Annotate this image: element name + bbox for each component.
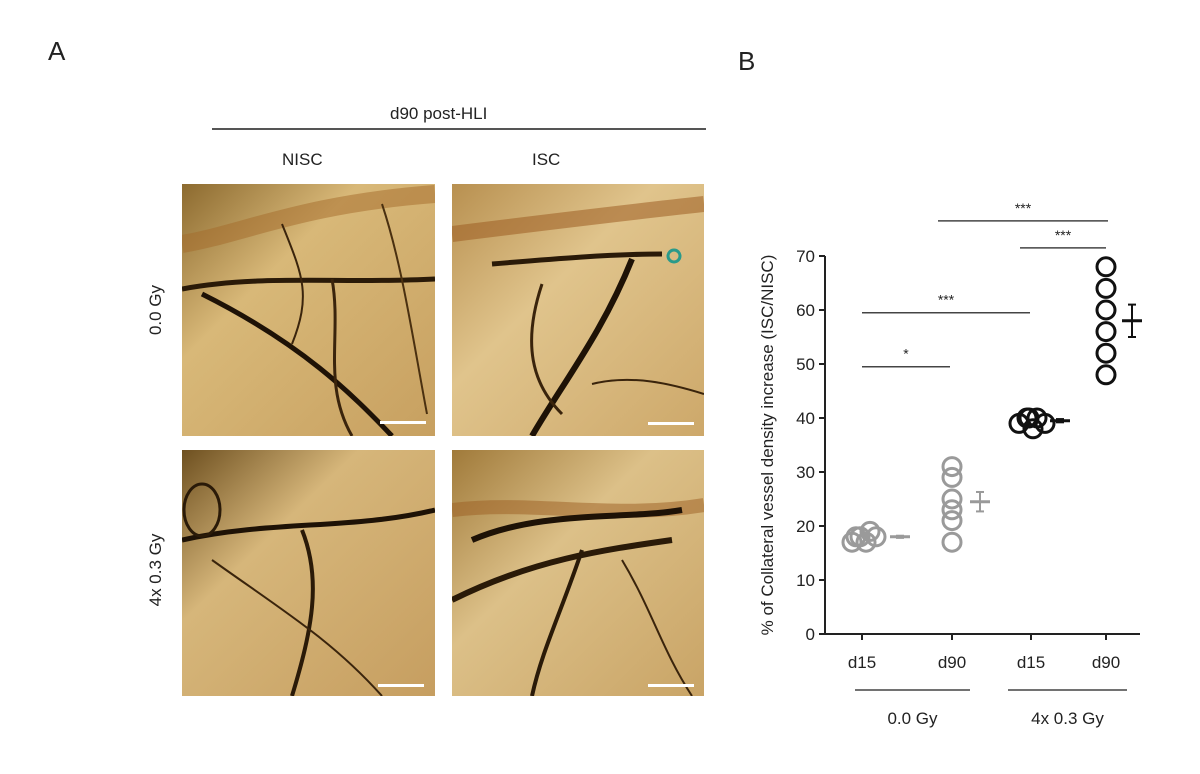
micrograph-nisc-4x03gy [182, 450, 435, 696]
data-point [1022, 418, 1044, 440]
data-point [1095, 277, 1117, 299]
data-point [855, 531, 877, 553]
significance-label: *** [938, 292, 955, 308]
y-axis-label: % of Collateral vessel density increase … [758, 255, 777, 636]
scale-bar [648, 684, 694, 687]
column-label-nisc: NISC [282, 150, 323, 169]
x-category-label: d90 [938, 653, 966, 672]
data-point [941, 499, 963, 521]
data-point [1095, 256, 1117, 278]
panel-a-letter: A [48, 36, 66, 66]
column-label-isc: ISC [532, 150, 561, 169]
panel-b-letter: B [738, 46, 756, 76]
y-tick-label: 50 [796, 355, 815, 374]
data-point [941, 466, 963, 488]
scale-bar [648, 422, 694, 425]
header-divider [212, 128, 706, 130]
x-category-label: d90 [1092, 653, 1120, 672]
data-point [941, 510, 963, 532]
x-category-label: d15 [848, 653, 876, 672]
data-point [941, 488, 963, 510]
scale-bar [380, 421, 426, 424]
data-point [1095, 364, 1117, 386]
data-point [941, 531, 963, 553]
micrograph-isc-4x03gy [452, 450, 704, 696]
data-point [1095, 321, 1117, 343]
y-tick-label: 0 [806, 625, 815, 644]
data-point [941, 456, 963, 478]
micrograph-nisc-0gy [182, 184, 435, 436]
y-tick-label: 20 [796, 517, 815, 536]
significance-label: * [903, 346, 909, 362]
scale-bar [378, 684, 424, 687]
micrograph-isc-0gy [452, 184, 704, 436]
data-point [1095, 342, 1117, 364]
y-tick-label: 60 [796, 301, 815, 320]
data-point [865, 526, 887, 548]
y-tick-label: 40 [796, 409, 815, 428]
group-label: 4x 0.3 Gy [1031, 709, 1104, 728]
significance-label: *** [1055, 227, 1072, 243]
panel-a-header: d90 post-HLI [390, 104, 488, 123]
y-tick-label: 10 [796, 571, 815, 590]
data-point [859, 520, 881, 542]
data-point [845, 526, 867, 548]
data-point [1095, 299, 1117, 321]
significance-label: *** [1015, 200, 1032, 216]
group-label: 0.0 Gy [887, 709, 938, 728]
x-category-label: d15 [1017, 653, 1045, 672]
y-tick-label: 30 [796, 463, 815, 482]
data-point [1018, 407, 1040, 429]
y-tick-label: 70 [796, 247, 815, 266]
